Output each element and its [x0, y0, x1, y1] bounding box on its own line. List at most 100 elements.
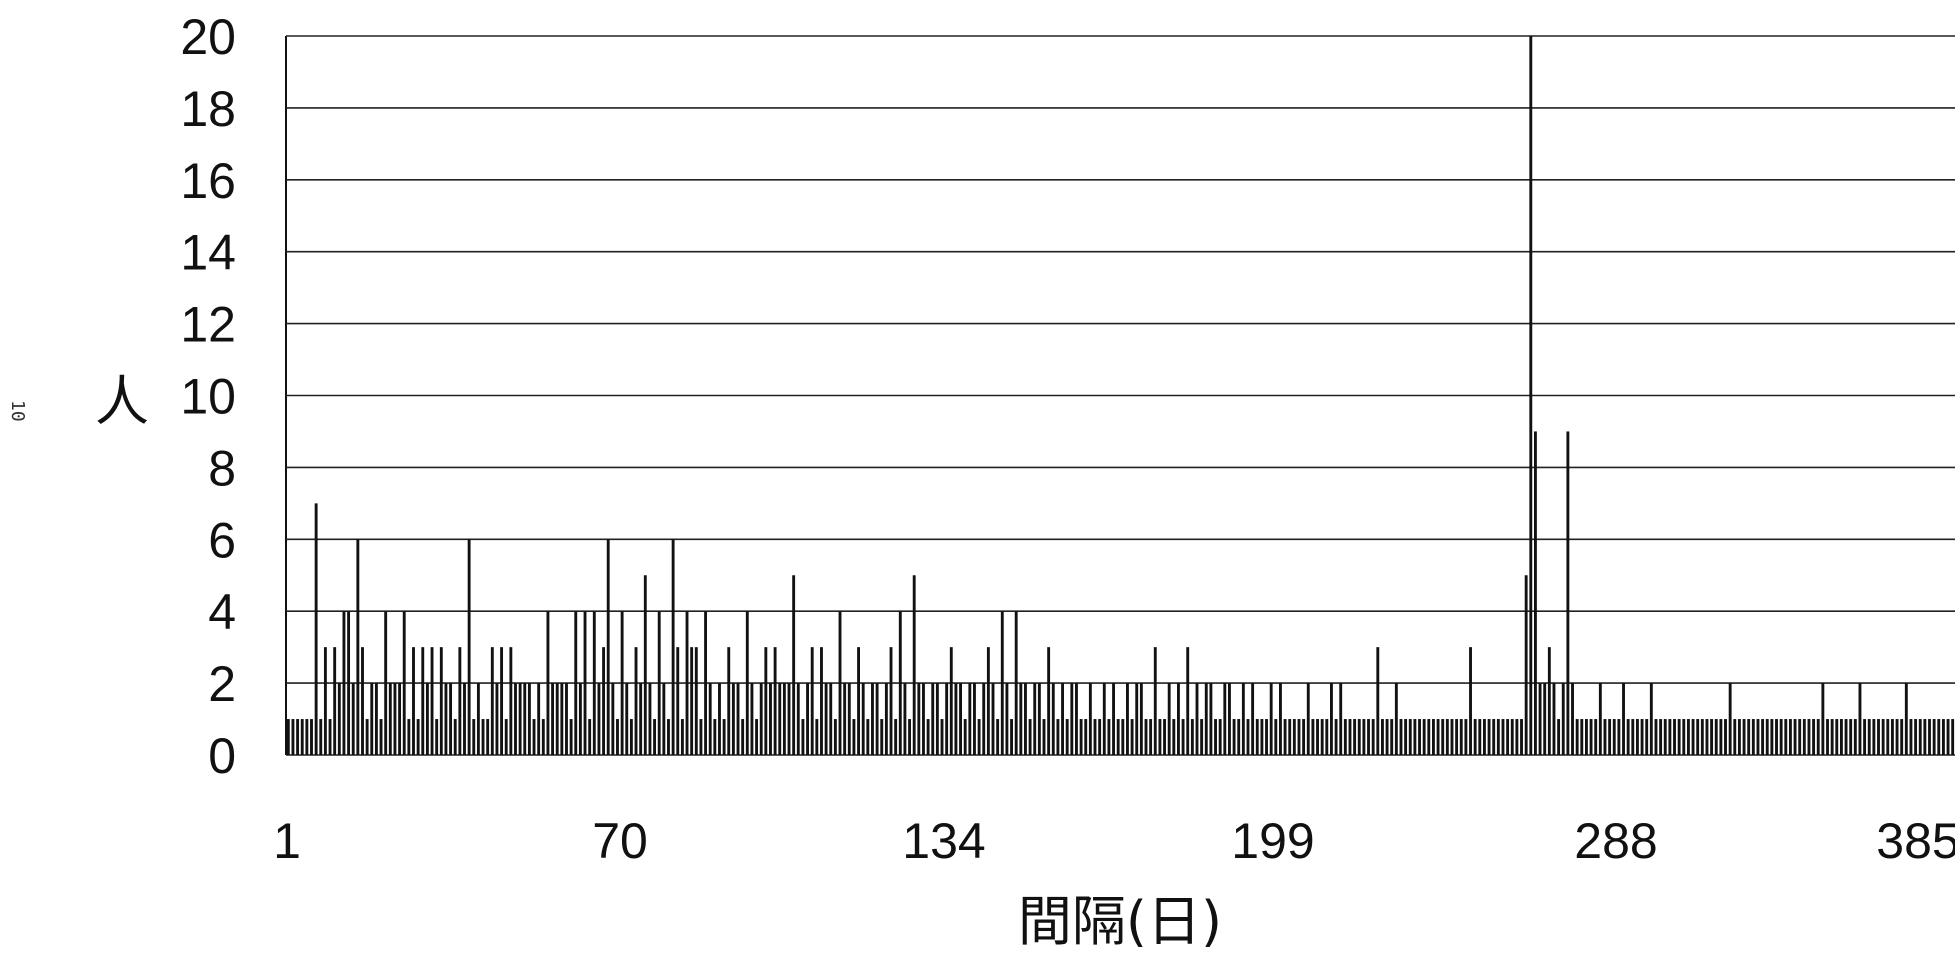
bar [1302, 719, 1306, 755]
bar [755, 719, 759, 755]
bar [291, 719, 295, 755]
bar [829, 683, 833, 755]
y-tick-label: 4 [208, 584, 236, 640]
bar [741, 719, 745, 755]
bar [713, 719, 717, 755]
bar [1612, 719, 1616, 755]
bar [1144, 719, 1148, 755]
bar [1756, 719, 1760, 755]
bar [1529, 36, 1533, 755]
bar [1042, 719, 1046, 755]
bar [1640, 719, 1644, 755]
bar [1677, 719, 1681, 755]
bar [653, 719, 657, 755]
bar [1751, 719, 1755, 755]
bar [1357, 719, 1361, 755]
bar [333, 647, 337, 755]
bar [1255, 719, 1259, 755]
bar [1056, 719, 1060, 755]
bar [1445, 719, 1449, 755]
bar [1853, 719, 1857, 755]
bar [1459, 719, 1463, 755]
bar [1116, 719, 1120, 755]
bar [1923, 719, 1927, 755]
bar [467, 539, 471, 755]
bar [1835, 719, 1839, 755]
bar [379, 719, 383, 755]
bar [824, 683, 828, 755]
bar [1427, 719, 1431, 755]
bar [1724, 719, 1727, 755]
bar [1334, 719, 1338, 755]
bar [1079, 719, 1083, 755]
bar [1877, 719, 1880, 755]
bar [1742, 719, 1746, 755]
bar [328, 719, 332, 755]
bar [1441, 719, 1445, 755]
bar [889, 647, 893, 755]
bar [305, 719, 309, 755]
bar [1635, 719, 1639, 755]
bar [1761, 719, 1765, 755]
bar [1575, 719, 1579, 755]
bar [1714, 719, 1718, 755]
x-tick-labels: 1 70 134 199 288 385 [273, 813, 1955, 869]
bar [1584, 719, 1588, 755]
bar [1538, 683, 1542, 755]
bar [1214, 719, 1217, 755]
bar [871, 683, 874, 755]
bar [416, 719, 420, 755]
x-tick-label: 199 [1231, 813, 1314, 869]
bar [388, 683, 392, 755]
bar [1223, 683, 1227, 755]
x-tick-label: 70 [592, 813, 648, 869]
bar [1469, 647, 1472, 755]
bar [314, 503, 318, 755]
bar [1849, 719, 1853, 755]
bar [523, 683, 527, 755]
bar [430, 647, 434, 755]
bar [1816, 719, 1820, 755]
bar [1047, 647, 1051, 755]
bar [745, 611, 749, 755]
bar [750, 683, 754, 755]
bar [1139, 683, 1143, 755]
bar [286, 719, 290, 755]
bar [1645, 719, 1649, 755]
bar [620, 611, 624, 755]
bar [690, 647, 694, 755]
bar [861, 683, 865, 755]
bar [1886, 719, 1890, 755]
bar [792, 575, 796, 755]
bar [1010, 719, 1013, 755]
bar [908, 719, 911, 755]
bar [1622, 683, 1625, 755]
bar [1872, 719, 1876, 755]
bar [514, 683, 517, 755]
bar [1200, 719, 1204, 755]
bar [1028, 719, 1032, 755]
bar [1181, 719, 1185, 755]
bar [1283, 719, 1287, 755]
bar [866, 719, 870, 755]
bar [319, 719, 323, 755]
bar [704, 611, 708, 755]
bar [574, 611, 578, 755]
bar [393, 683, 397, 755]
bar [560, 683, 564, 755]
bar [1186, 647, 1190, 755]
bar [671, 539, 675, 755]
bar [1594, 719, 1598, 755]
bar [639, 683, 643, 755]
bar [1279, 683, 1282, 755]
bar [694, 647, 698, 755]
bar [356, 539, 360, 755]
bar [527, 683, 531, 755]
bar [1265, 719, 1268, 755]
bar [991, 683, 995, 755]
bar [602, 647, 606, 755]
bar [727, 647, 731, 755]
bar [667, 719, 670, 755]
bar [453, 719, 457, 755]
bar [1121, 719, 1125, 755]
